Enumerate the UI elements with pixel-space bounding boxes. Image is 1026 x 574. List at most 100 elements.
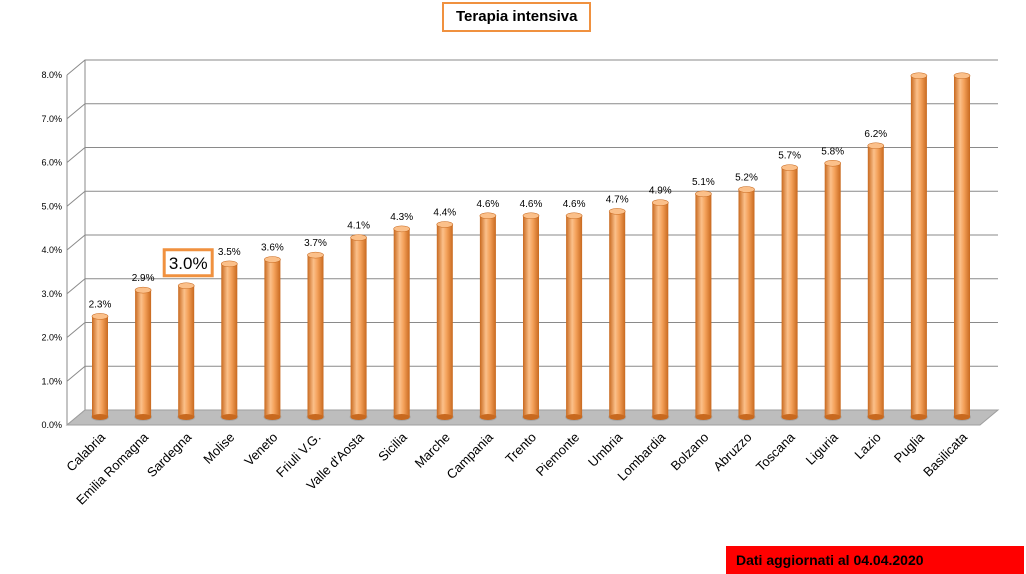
bar-cap bbox=[393, 225, 411, 233]
x-tick-label: Marche bbox=[412, 430, 453, 471]
bar bbox=[866, 142, 885, 421]
bar-body bbox=[867, 145, 884, 417]
y-axis: 0.0% 1.0% 2.0% 3.0% 4.0% 5.0% 6.0% 7.0% 8.0% bbox=[41, 70, 62, 430]
bar-body bbox=[738, 189, 755, 417]
x-tick-label: Molise bbox=[200, 430, 237, 467]
data-label: 6.2% bbox=[864, 129, 887, 140]
bar-body bbox=[264, 259, 281, 417]
bar bbox=[823, 159, 842, 421]
y-tick-label: 2.0% bbox=[41, 333, 62, 343]
bar-cap bbox=[824, 159, 842, 167]
bar-cap bbox=[264, 256, 281, 263]
bar bbox=[392, 225, 411, 421]
bar-cap bbox=[307, 251, 324, 259]
x-tick-label: Bolzano bbox=[668, 430, 712, 474]
bar-cap bbox=[910, 72, 928, 80]
gridline bbox=[66, 103, 998, 120]
data-label: 4.3% bbox=[390, 212, 413, 223]
x-tick-label: Abruzzo bbox=[710, 430, 754, 474]
x-tick-label: Campania bbox=[444, 429, 497, 482]
bar-cap bbox=[177, 282, 195, 290]
data-labels-layer: 2.3% 2.9% 3.0% 3.5% 3.6% 3.7% 4.1% 4.3% 4.4% 4.6%… bbox=[89, 129, 888, 311]
highlight-box bbox=[162, 248, 214, 278]
grid-layer bbox=[66, 59, 998, 426]
data-label: 5.8% bbox=[821, 146, 844, 157]
bar-base bbox=[609, 414, 626, 420]
x-tick-label: Umbria bbox=[585, 429, 626, 470]
bars-layer bbox=[91, 72, 971, 421]
bar-cap bbox=[608, 208, 626, 215]
bar-base bbox=[954, 414, 970, 420]
bar bbox=[953, 72, 971, 421]
bar-body bbox=[221, 263, 238, 417]
bar-base bbox=[393, 414, 410, 420]
bar-base bbox=[307, 414, 324, 420]
bar bbox=[780, 164, 799, 421]
bar bbox=[522, 212, 540, 421]
bar-body bbox=[910, 75, 927, 417]
x-tick-label: Sardegna bbox=[144, 429, 195, 480]
bar-base bbox=[92, 414, 108, 420]
bar-body bbox=[307, 255, 324, 417]
bar-base bbox=[178, 414, 195, 420]
data-label: 4.4% bbox=[433, 208, 456, 219]
data-label: 3.6% bbox=[261, 243, 284, 254]
bar bbox=[177, 282, 196, 421]
bar-body bbox=[695, 193, 712, 417]
bar-body bbox=[523, 215, 539, 417]
bar-body bbox=[781, 167, 798, 417]
bar bbox=[694, 190, 713, 421]
gridline bbox=[66, 59, 998, 76]
bar-body bbox=[954, 75, 970, 417]
bar bbox=[263, 256, 282, 421]
bar-base bbox=[221, 414, 238, 420]
bar-base bbox=[867, 414, 884, 420]
x-tick-label: Toscana bbox=[753, 429, 798, 474]
x-tick-label: Sicilia bbox=[375, 429, 410, 464]
bar-cap bbox=[350, 234, 367, 241]
y-tick-label: 1.0% bbox=[41, 376, 62, 386]
bar-base bbox=[479, 414, 496, 420]
bar-body bbox=[436, 224, 453, 417]
bar-base bbox=[523, 414, 539, 420]
bar bbox=[220, 260, 239, 421]
y-tick-label: 0.0% bbox=[41, 420, 62, 430]
y-tick-label: 5.0% bbox=[41, 201, 62, 211]
bar bbox=[565, 212, 584, 421]
bar-base bbox=[738, 414, 755, 420]
bar-body bbox=[479, 215, 496, 417]
bar bbox=[306, 251, 325, 421]
bar-cap bbox=[522, 212, 540, 220]
y-tick-label: 4.0% bbox=[41, 245, 62, 255]
x-tick-label: Lombardia bbox=[614, 429, 669, 484]
bar-cap bbox=[953, 72, 971, 80]
x-tick-label: Veneto bbox=[241, 430, 280, 469]
bar bbox=[435, 221, 454, 421]
bar bbox=[909, 72, 928, 421]
bar-body bbox=[350, 237, 367, 417]
bar-body bbox=[652, 202, 669, 417]
data-label: 5.2% bbox=[735, 173, 758, 184]
bar bbox=[608, 208, 627, 421]
x-tick-label: Trento bbox=[502, 430, 539, 467]
bar-base bbox=[350, 414, 367, 420]
bar bbox=[91, 313, 109, 421]
bar-cap bbox=[651, 199, 669, 206]
data-updated-note: Dati aggiornati al 04.04.2020 bbox=[726, 546, 1024, 574]
gridline bbox=[66, 147, 998, 163]
bar bbox=[134, 286, 153, 421]
data-label: 4.6% bbox=[477, 199, 500, 210]
x-tick-label: Basilicata bbox=[920, 429, 970, 479]
bar-cap bbox=[867, 142, 885, 150]
bar-base bbox=[652, 414, 669, 420]
bar-body bbox=[824, 163, 841, 417]
bar-body bbox=[609, 211, 626, 417]
bar bbox=[651, 199, 670, 421]
data-label: 4.7% bbox=[606, 194, 629, 205]
x-tick-label: Puglia bbox=[891, 429, 928, 466]
data-label: 4.9% bbox=[649, 186, 672, 197]
bar-base bbox=[910, 414, 927, 420]
data-label: 4.6% bbox=[563, 199, 586, 210]
